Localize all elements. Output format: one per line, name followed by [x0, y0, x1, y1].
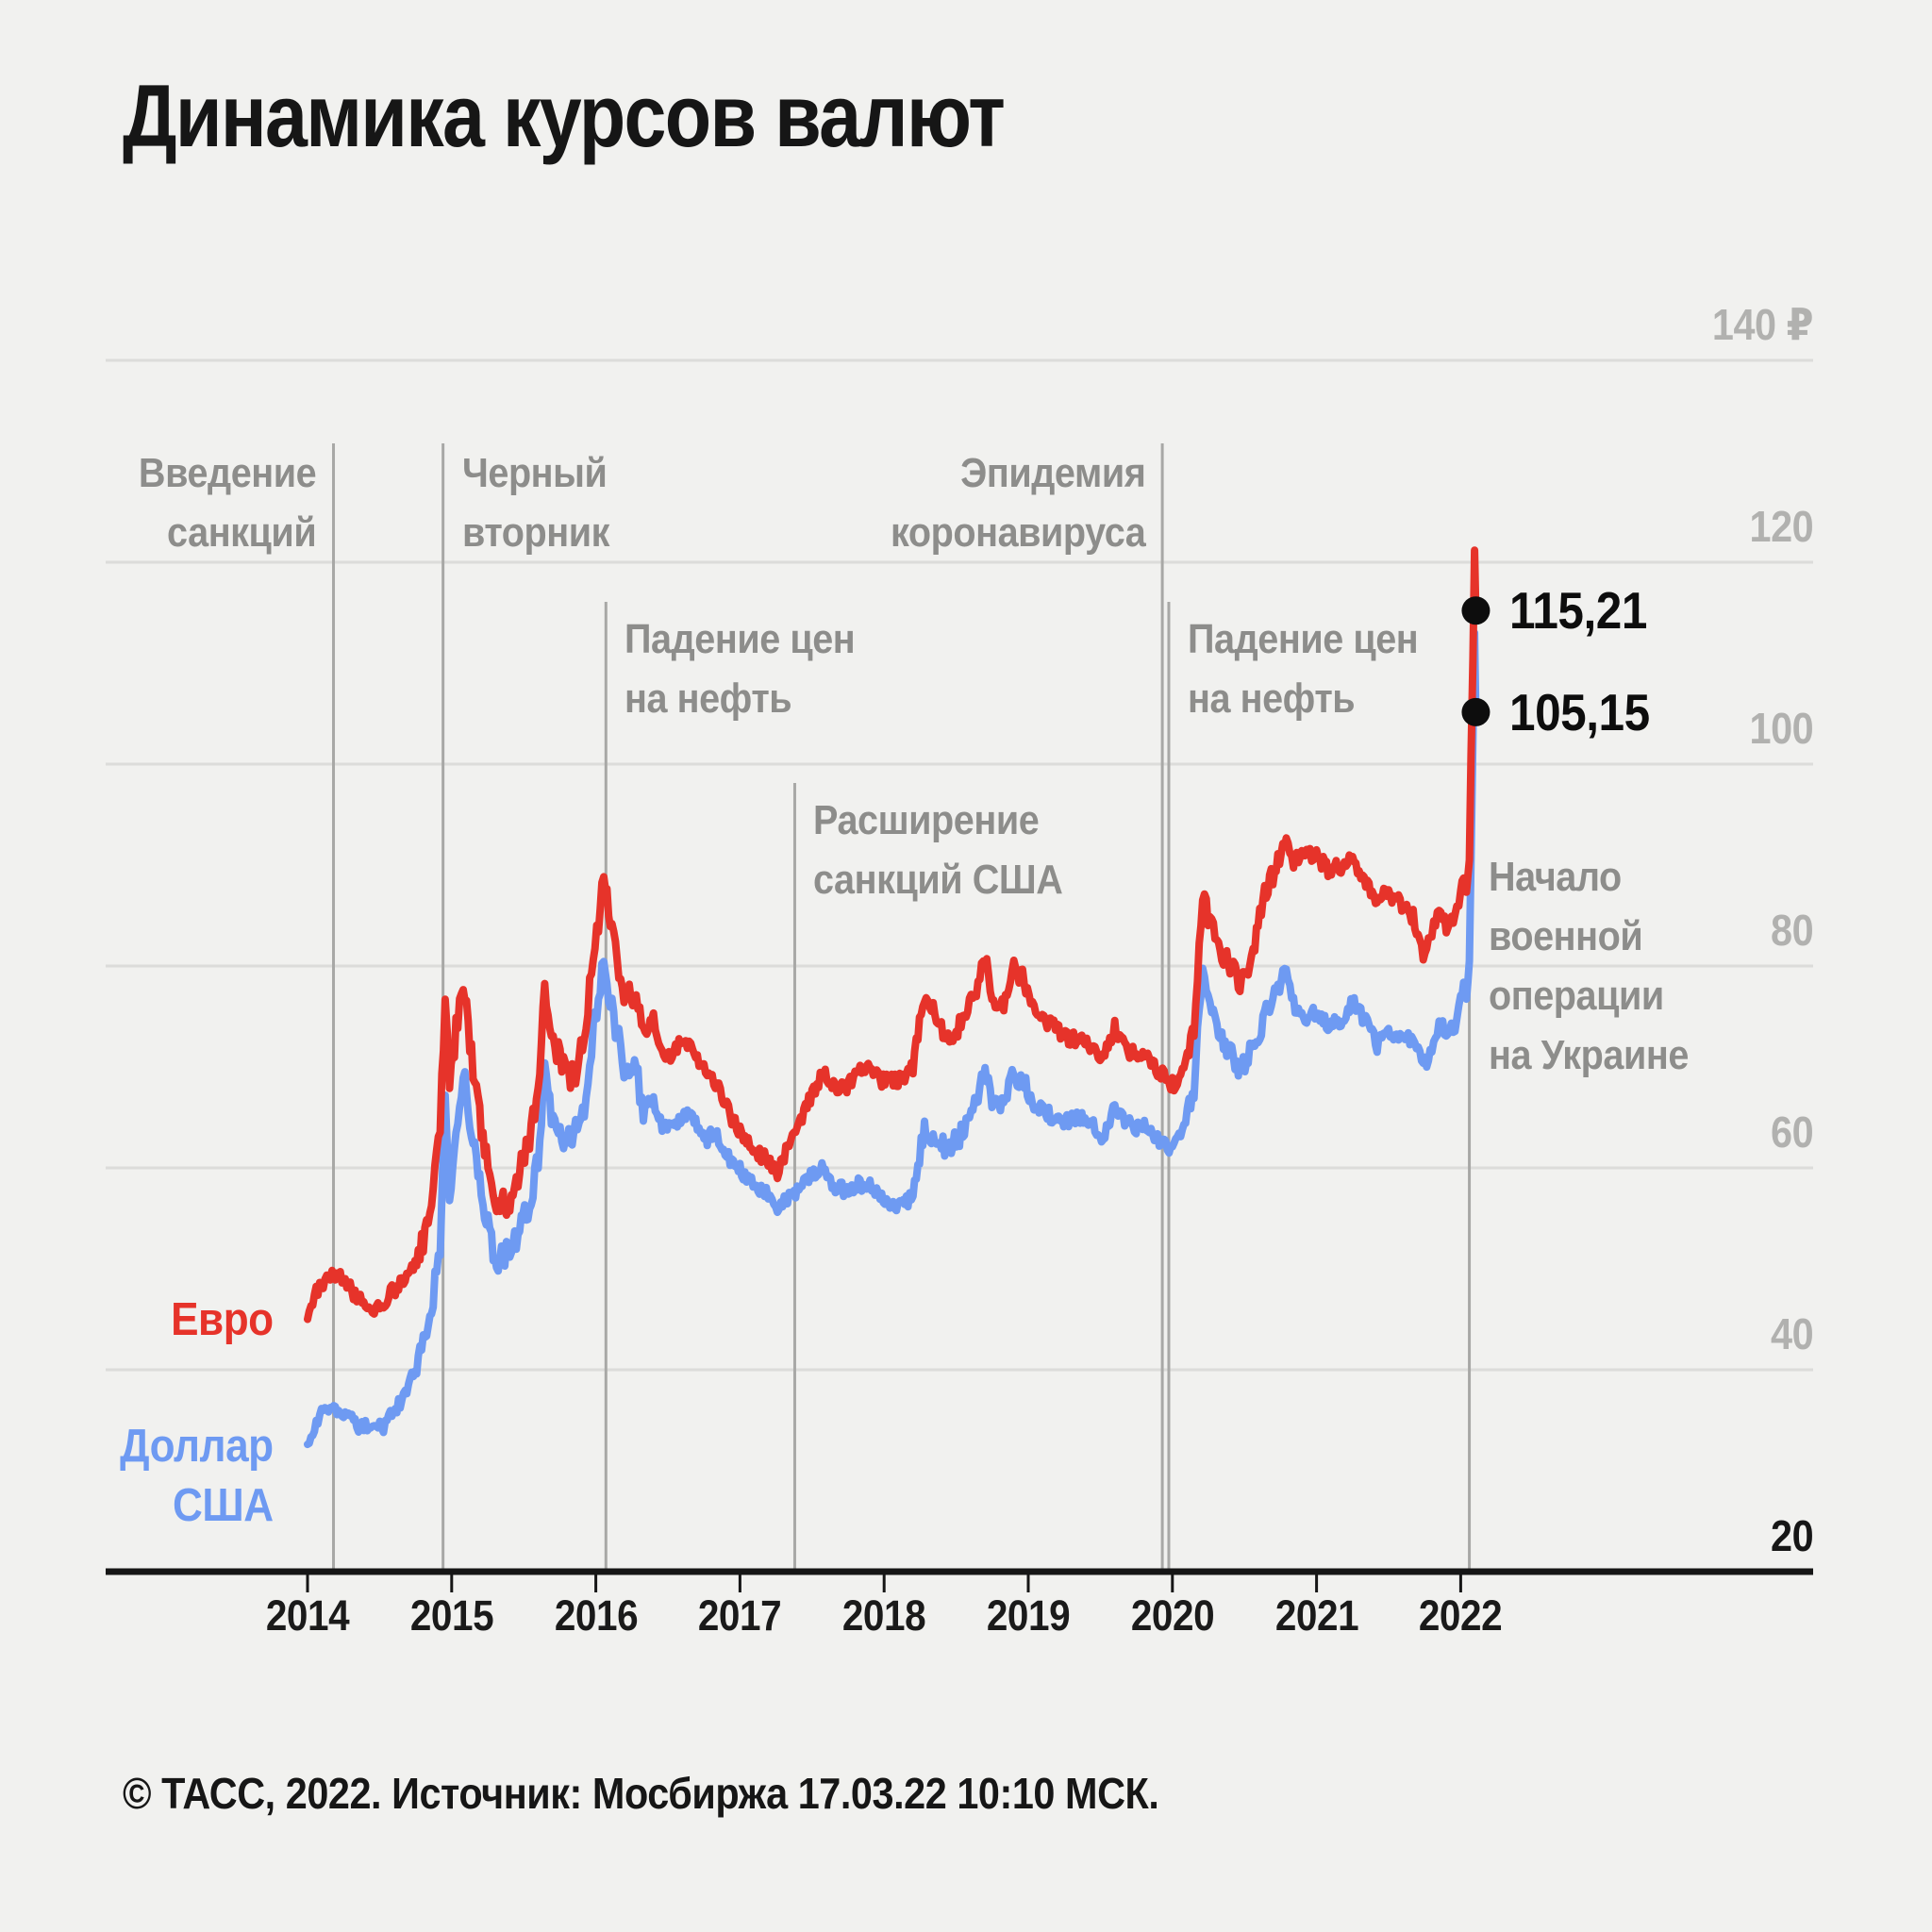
x-axis-label-2016: 2016: [554, 1591, 638, 1640]
y-axis-label-20: 20: [1770, 1511, 1814, 1560]
y-axis-label-60: 60: [1770, 1108, 1814, 1157]
end-value-label-euro: 115,21: [1509, 581, 1648, 641]
x-axis-label-2022: 2022: [1419, 1591, 1503, 1640]
y-axis-label-140: 140 ₽: [1711, 300, 1814, 349]
y-axis-label-40: 40: [1770, 1309, 1814, 1358]
end-dot-euro: [1461, 596, 1491, 625]
annotation-text-5: Падение цен на нефть: [1187, 616, 1419, 722]
y-axis-label-100: 100: [1749, 704, 1813, 753]
source-credit: © ТАСС, 2022. Источник: Мосбиржа 17.03.2…: [123, 1769, 1159, 1818]
annotation-text-0: Введение санкций: [139, 450, 317, 556]
annotation-text-2: Падение цен на нефть: [625, 616, 856, 722]
page-title: Динамика курсов валют: [123, 66, 1006, 165]
x-axis-label-2014: 2014: [265, 1591, 350, 1640]
series-label-usd: Доллар США: [120, 1421, 274, 1531]
series-label-euro: Евро: [171, 1294, 274, 1345]
end-value-label-usd: 105,15: [1509, 682, 1651, 741]
x-axis-label-2018: 2018: [842, 1591, 926, 1640]
x-axis-label-2020: 2020: [1130, 1591, 1215, 1640]
annotation-text-1: Черный вторник: [461, 450, 609, 556]
annotation-text-3: Расширение санкций США: [813, 797, 1063, 903]
x-axis-label-2021: 2021: [1274, 1591, 1358, 1640]
y-axis-label-80: 80: [1770, 906, 1814, 955]
annotation-text-6: Начало военной операции на Украине: [1488, 854, 1689, 1078]
annotation-text-4: Эпидемия коронавируса: [890, 450, 1146, 556]
y-axis-label-120: 120: [1749, 502, 1813, 551]
end-dot-usd: [1461, 697, 1491, 726]
x-axis-label-2019: 2019: [986, 1591, 1071, 1640]
x-axis-label-2015: 2015: [409, 1591, 494, 1640]
series-line-euro: [304, 546, 1480, 1324]
series-line-usd: [304, 628, 1480, 1449]
x-axis-label-2017: 2017: [698, 1591, 782, 1640]
